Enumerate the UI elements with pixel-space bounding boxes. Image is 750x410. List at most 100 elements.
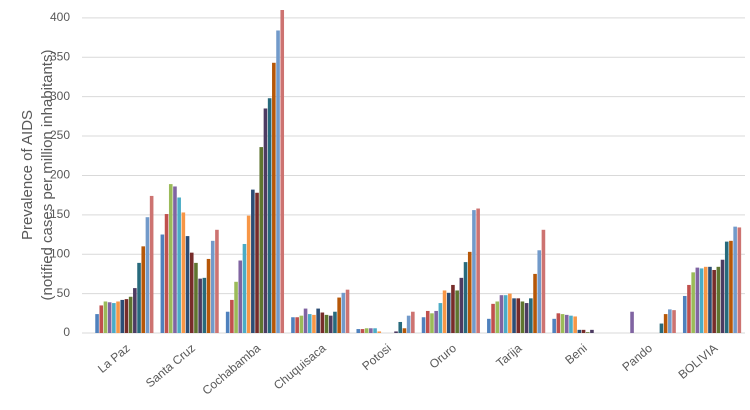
bar <box>328 315 333 333</box>
x-tick-label: Potosi <box>359 341 394 373</box>
bar <box>202 277 207 333</box>
bar <box>377 331 382 333</box>
bar <box>541 229 546 333</box>
bar <box>691 272 695 333</box>
bar <box>487 318 491 333</box>
bar <box>128 296 133 333</box>
bar <box>234 281 238 333</box>
x-tick-label: BOLIVIA <box>676 341 721 382</box>
bar <box>430 313 434 333</box>
bar <box>503 295 508 333</box>
y-tick-label: 300 <box>50 89 70 103</box>
bar <box>303 308 308 333</box>
bar <box>716 266 721 333</box>
bar <box>137 262 141 333</box>
bar <box>103 301 108 333</box>
bar <box>215 229 219 333</box>
bar <box>733 226 737 333</box>
bar <box>242 243 247 333</box>
bar <box>276 30 280 333</box>
bar <box>299 315 304 333</box>
bar <box>455 290 459 333</box>
bar <box>341 292 346 333</box>
bar <box>124 299 129 333</box>
bar <box>520 301 525 333</box>
bar <box>512 298 516 333</box>
bar <box>107 302 112 333</box>
bar <box>533 273 537 333</box>
bar <box>529 298 533 333</box>
y-tick-label: 100 <box>50 246 70 260</box>
bar <box>724 241 729 333</box>
bar <box>508 293 512 333</box>
bar <box>467 251 472 333</box>
bar <box>406 315 411 333</box>
bar <box>659 323 664 333</box>
bar <box>703 266 708 333</box>
bar <box>663 314 668 333</box>
bar <box>99 305 104 333</box>
bar <box>729 240 733 333</box>
bar <box>345 289 350 333</box>
bar <box>369 328 373 333</box>
x-tick-label: Cochabamba <box>200 341 264 398</box>
bar <box>411 311 415 333</box>
bar <box>160 234 165 333</box>
bar <box>246 215 251 333</box>
x-tick-label: Tarija <box>493 341 524 370</box>
bar <box>720 259 725 333</box>
bar <box>194 262 198 333</box>
bar <box>524 303 529 333</box>
bar <box>164 214 169 333</box>
bar <box>398 321 403 333</box>
bar <box>280 10 285 333</box>
y-axis-label: Prevalence of AIDS <box>19 110 36 240</box>
bar <box>556 313 561 333</box>
x-tick-label: Beni <box>562 341 589 367</box>
bar <box>438 303 443 333</box>
bar <box>491 303 495 333</box>
bar <box>682 295 687 333</box>
bar <box>312 314 316 333</box>
bar <box>394 331 398 333</box>
bar <box>272 62 276 333</box>
bar <box>695 267 700 333</box>
bar <box>291 317 295 333</box>
bar <box>259 147 264 333</box>
bar <box>573 316 577 333</box>
bar <box>263 108 268 333</box>
bar <box>360 329 365 333</box>
bar <box>590 329 594 333</box>
bar <box>699 268 704 333</box>
bar <box>687 284 691 333</box>
x-tick-label: Oruro <box>427 341 460 372</box>
bar <box>251 189 255 333</box>
bar <box>472 210 476 333</box>
bar <box>630 311 634 333</box>
bar <box>577 329 582 333</box>
bar <box>337 297 341 333</box>
y-tick-label: 400 <box>50 10 70 24</box>
bar <box>356 329 361 333</box>
y-axis-label: (notified cases per million inhabitants) <box>39 50 56 301</box>
bar <box>189 252 194 333</box>
bar <box>324 314 329 333</box>
bar <box>569 315 573 333</box>
bar <box>295 317 299 333</box>
bar <box>442 290 447 333</box>
bar <box>230 299 234 333</box>
bar <box>402 328 407 333</box>
bar <box>581 329 586 333</box>
bar <box>495 301 500 333</box>
bar <box>451 284 455 333</box>
bar <box>712 269 716 333</box>
bar <box>564 314 569 333</box>
bar <box>307 314 312 333</box>
bar <box>255 192 259 333</box>
bar <box>333 311 337 333</box>
bar <box>373 328 377 333</box>
y-tick-label: 0 <box>63 325 70 339</box>
bar <box>185 236 190 333</box>
bar <box>560 314 565 333</box>
